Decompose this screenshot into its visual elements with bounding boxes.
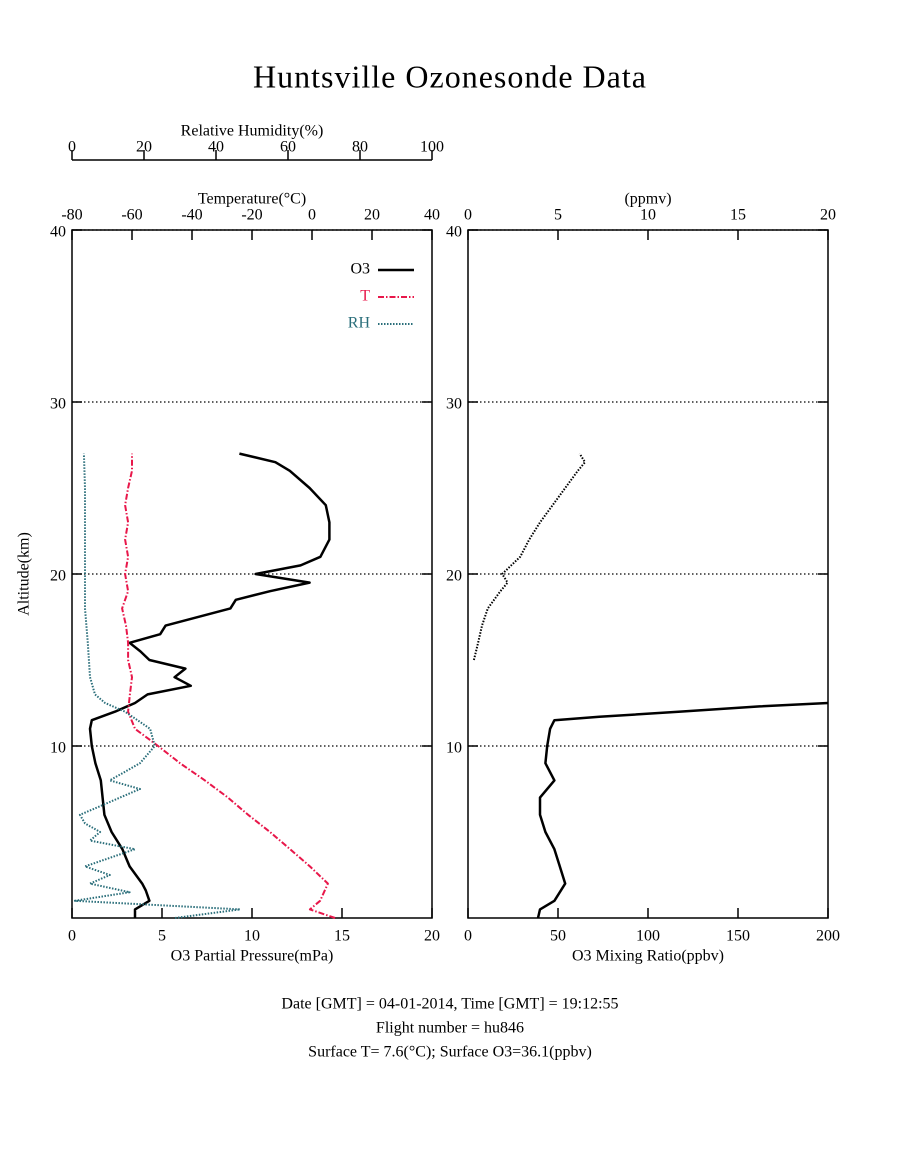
x-tick-label: 10 (244, 928, 260, 945)
data-line (73, 453, 242, 919)
chart-title: Huntsville Ozonesonde Data (253, 58, 647, 94)
x-tick-label: -60 (121, 207, 142, 224)
x-tick-label: 5 (554, 207, 562, 224)
x-tick-label: 80 (352, 139, 368, 156)
footer-line: Surface T= 7.6(°C); Surface O3=36.1(ppbv… (308, 1044, 592, 1061)
x-tick-label: 200 (816, 928, 840, 945)
x-tick-label: -80 (61, 207, 82, 224)
x-tick-label: 20 (136, 139, 152, 156)
x-tick-label: 100 (420, 139, 444, 156)
x-tick-label: -20 (241, 207, 262, 224)
y-axis-label: Altitude(km) (16, 532, 33, 616)
x-tick-label: 40 (208, 139, 224, 156)
legend-label: O3 (350, 261, 370, 278)
x-tick-label: 0 (464, 207, 472, 224)
x-tick-label: 5 (158, 928, 166, 945)
legend-label: RH (348, 315, 371, 332)
y-tick-label: 10 (446, 740, 462, 757)
y-tick-label: 40 (446, 224, 462, 241)
y-tick-label: 40 (50, 224, 66, 241)
x-tick-label: 10 (640, 207, 656, 224)
x-axis-label: O3 Partial Pressure(mPa) (171, 948, 334, 965)
y-tick-label: 30 (50, 396, 66, 413)
x-axis-label: Relative Humidity(%) (181, 123, 324, 140)
data-line (536, 701, 829, 919)
x-tick-label: -40 (181, 207, 202, 224)
x-axis-label: (ppmv) (624, 191, 671, 208)
x-tick-label: 150 (726, 928, 750, 945)
x-axis-label: O3 Mixing Ratio(ppbv) (572, 948, 724, 965)
x-tick-label: 20 (424, 928, 440, 945)
y-tick-label: 20 (446, 568, 462, 585)
data-line (88, 452, 331, 918)
x-tick-label: 40 (424, 207, 440, 224)
x-tick-label: 0 (68, 139, 76, 156)
y-tick-label: 10 (50, 740, 66, 757)
x-tick-label: 100 (636, 928, 660, 945)
x-tick-label: 0 (464, 928, 472, 945)
x-tick-label: 0 (68, 928, 76, 945)
y-tick-label: 20 (50, 568, 66, 585)
x-tick-label: 15 (334, 928, 350, 945)
x-tick-label: 50 (550, 928, 566, 945)
data-line (121, 453, 336, 919)
x-tick-label: 20 (820, 207, 836, 224)
x-tick-label: 20 (364, 207, 380, 224)
x-tick-label: 15 (730, 207, 746, 224)
footer-line: Date [GMT] = 04-01-2014, Time [GMT] = 19… (281, 996, 618, 1013)
footer-line: Flight number = hu846 (376, 1020, 524, 1037)
x-tick-label: 0 (308, 207, 316, 224)
data-line (472, 453, 586, 661)
x-axis-label: Temperature(°C) (198, 191, 306, 208)
y-tick-label: 30 (446, 396, 462, 413)
legend-label: T (360, 288, 370, 305)
x-tick-label: 60 (280, 139, 296, 156)
